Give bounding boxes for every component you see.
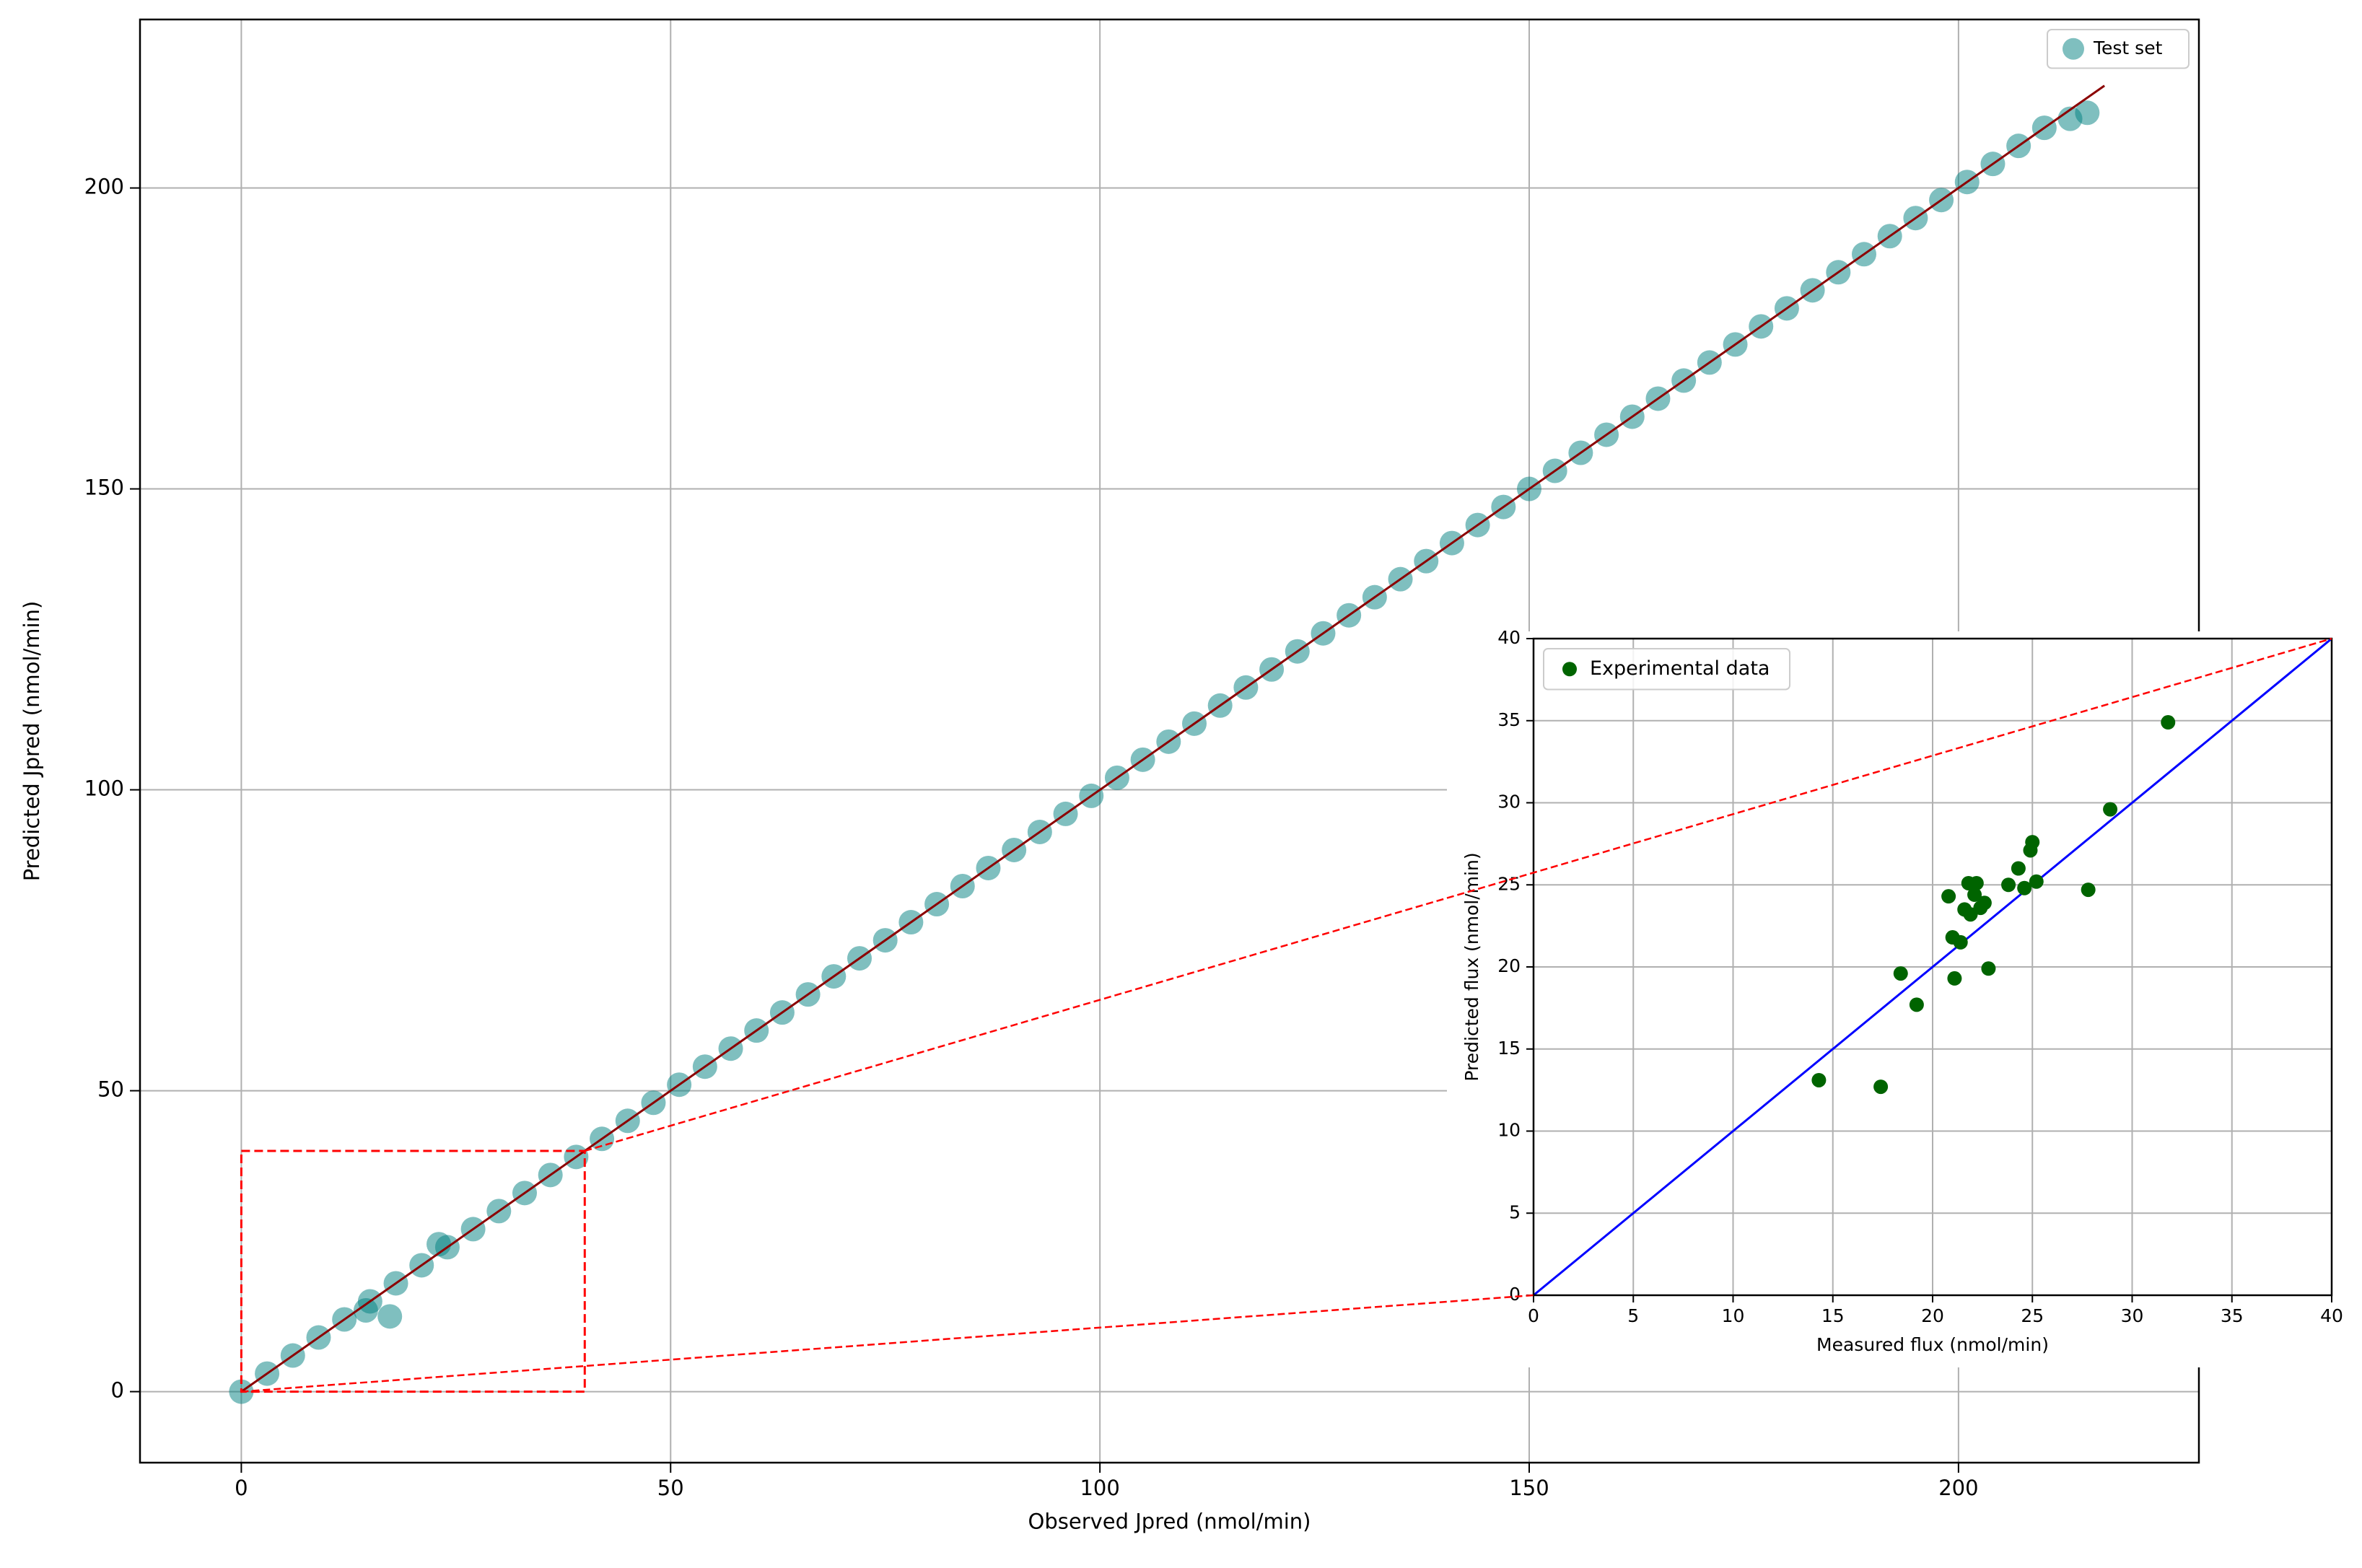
point [1873,1079,1889,1095]
point [427,1232,452,1257]
y-tick-label: 40 [1497,627,1521,648]
y-tick-label: 0 [111,1378,124,1403]
y-tick-label: 100 [84,776,124,801]
legend-box [1543,648,1791,691]
y-tick-label: 5 [1509,1201,1521,1222]
y-tick-label: 15 [1497,1038,1521,1059]
x-tick-label: 0 [1528,1305,1539,1326]
legend-label: Test set [2093,38,2163,58]
zoom-box [240,1149,586,1393]
x-tick-label: 40 [2320,1305,2343,1326]
point [2011,861,2026,876]
point [1977,895,1992,911]
point [2161,715,2176,730]
y-tick-label: 20 [1497,955,1521,976]
point [353,1297,378,1323]
point [2017,880,2032,895]
y-tick-label: 10 [1497,1120,1521,1141]
point [1893,966,1908,981]
x-tick-label: 200 [1938,1476,1978,1500]
x-tick-label: 0 [235,1476,248,1500]
point [2029,874,2044,889]
y-tick-label: 150 [84,476,124,500]
legend-marker [1562,662,1577,677]
x-tick-label: 10 [1722,1305,1745,1326]
point [2103,802,2118,817]
x-tick-label: 35 [2221,1305,2244,1326]
point [1811,1072,1827,1087]
reference-line [240,84,2105,1393]
x-tick-label: 100 [1080,1476,1119,1500]
y-tick-label: 35 [1497,709,1521,730]
legend-label: Experimental data [1590,657,1770,680]
point [1947,971,1962,986]
plot-frame [1532,637,2333,1297]
x-tick-label: 150 [1509,1476,1549,1500]
point [1967,887,1982,902]
y-tick-label: 50 [97,1077,124,1102]
zoom-connector [584,637,2332,1152]
point [2075,100,2100,126]
y-tick-label: 0 [1509,1284,1521,1305]
x-axis-label: Measured flux (nmol/min) [1816,1334,2049,1355]
point [1969,875,1984,890]
x-tick-label: 5 [1627,1305,1639,1326]
point [1941,889,1956,904]
y-axis-label: Predicted Jpred (nmol/min) [19,601,44,882]
point [2001,877,2016,893]
y-tick-label: 200 [84,175,124,199]
reference-line [1533,637,2332,1297]
point [1953,934,1968,950]
x-tick-label: 20 [1921,1305,1944,1326]
point [2025,835,2040,850]
x-tick-label: 30 [2121,1305,2144,1326]
x-tick-label: 25 [2021,1305,2044,1326]
x-tick-label: 15 [1821,1305,1845,1326]
point [1909,997,1924,1012]
point [1981,961,1996,976]
legend-box [2047,29,2190,69]
point [377,1304,403,1329]
x-axis-label: Observed Jpred (nmol/min) [1028,1510,1311,1534]
y-tick-label: 25 [1497,873,1521,894]
point [2081,882,2096,898]
y-tick-label: 30 [1497,792,1521,813]
y-axis-label: Predicted flux (nmol/min) [1461,852,1482,1081]
legend-marker [2063,38,2084,60]
x-tick-label: 50 [657,1476,684,1500]
